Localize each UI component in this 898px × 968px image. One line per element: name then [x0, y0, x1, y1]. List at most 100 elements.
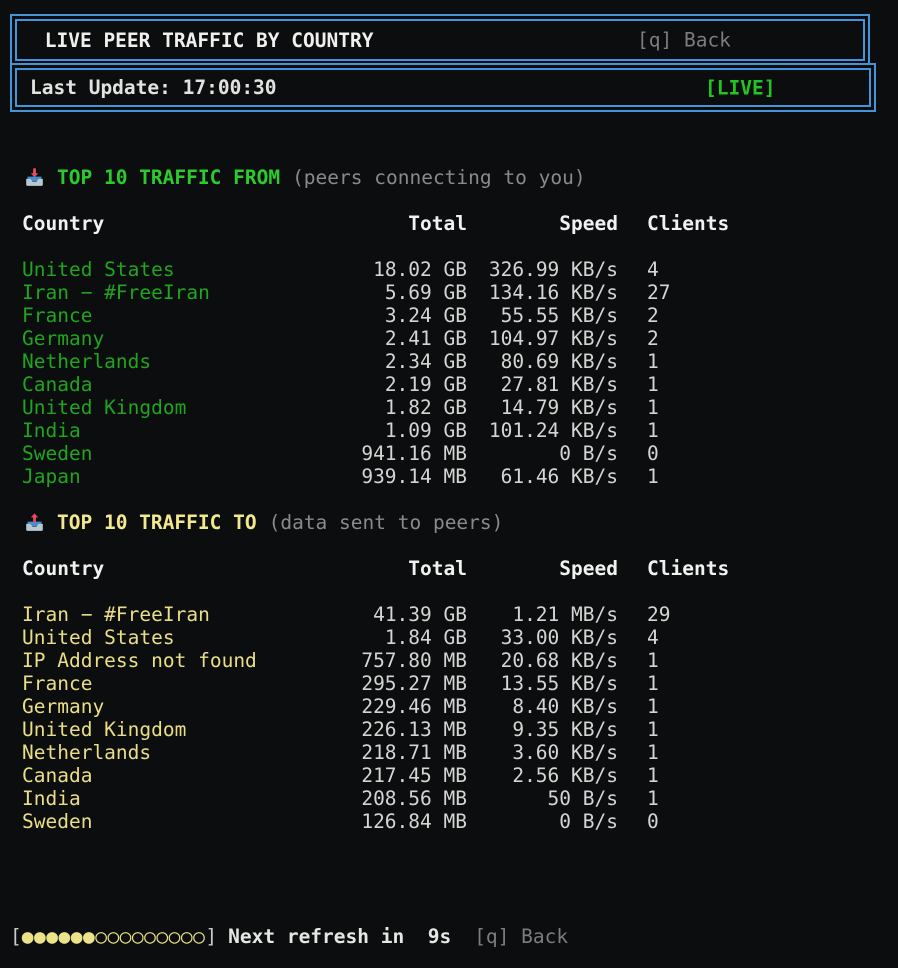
row-total: 295.27 MB — [361, 672, 467, 695]
col-clients: Clients — [647, 557, 730, 580]
row-speed: 27.81 KB/s — [500, 373, 618, 396]
col-total: Total — [408, 557, 467, 580]
row-country: India — [22, 787, 81, 810]
row-clients: 0 — [647, 442, 659, 465]
row-speed: 13.55 KB/s — [500, 672, 618, 695]
inbox-tray-icon — [26, 168, 43, 186]
table-row: Netherlands 218.71 MB 3.60 KB/s 1 — [0, 741, 898, 764]
row-country: Netherlands — [22, 350, 152, 373]
row-total: 5.69 GB — [384, 281, 467, 304]
row-clients: 1 — [647, 741, 659, 764]
table-row: United Kingdom 1.82 GB 14.79 KB/s 1 — [0, 396, 898, 419]
row-total: 41.39 GB — [373, 603, 467, 626]
row-clients: 1 — [647, 787, 659, 810]
back-key-hint[interactable]: [q] Back — [474, 925, 569, 948]
back-key-hint[interactable]: [q] Back — [637, 28, 731, 52]
refresh-progress-filled: ●●●●●● — [21, 925, 96, 948]
outbox-tray-icon — [26, 513, 43, 531]
progress-bracket-open: [ — [10, 925, 22, 948]
row-total: 218.71 MB — [361, 741, 467, 764]
row-speed: 134.16 KB/s — [488, 281, 618, 304]
progress-bracket-close: ] — [205, 925, 218, 948]
row-speed: 55.55 KB/s — [500, 304, 618, 327]
row-country: IP Address not found — [22, 649, 257, 672]
row-clients: 4 — [647, 258, 659, 281]
row-total: 757.80 MB — [361, 649, 467, 672]
row-clients: 1 — [647, 764, 659, 787]
row-total: 2.19 GB — [384, 373, 467, 396]
traffic-to-column-header: Country Total Speed Clients — [0, 557, 898, 580]
traffic-from-column-header: Country Total Speed Clients — [0, 212, 898, 235]
table-row: Iran − #FreeIran 41.39 GB 1.21 MB/s 29 — [0, 603, 898, 626]
section-subtitle: (data sent to peers) — [268, 511, 504, 534]
next-refresh-countdown: Next refresh in 9s — [228, 925, 452, 948]
row-clients: 29 — [647, 603, 671, 626]
col-speed: Speed — [559, 212, 618, 235]
row-total: 3.24 GB — [384, 304, 467, 327]
row-country: Germany — [22, 327, 105, 350]
row-country: United States — [22, 258, 175, 281]
traffic-to-rows: Iran − #FreeIran 41.39 GB 1.21 MB/s 29 U… — [0, 603, 898, 833]
table-row: Canada 2.19 GB 27.81 KB/s 1 — [0, 373, 898, 396]
status-panel: Last Update: 17:00:30 [LIVE] — [10, 63, 876, 112]
col-country: Country — [22, 557, 105, 580]
row-country: Canada — [22, 764, 93, 787]
row-total: 1.82 GB — [384, 396, 467, 419]
table-row: Canada 217.45 MB 2.56 KB/s 1 — [0, 764, 898, 787]
row-speed: 0 B/s — [559, 810, 618, 833]
refresh-status-bar: [●●●●●● ○○○○○○○○○] Next refresh in 9s [q]… — [0, 925, 898, 948]
row-clients: 1 — [647, 373, 659, 396]
section-title: TOP 10 TRAFFIC TO — [57, 511, 257, 534]
row-total: 1.84 GB — [384, 626, 467, 649]
row-clients: 1 — [647, 419, 659, 442]
row-total: 18.02 GB — [373, 258, 467, 281]
table-row: Germany 229.46 MB 8.40 KB/s 1 — [0, 695, 898, 718]
traffic-from-rows: United States 18.02 GB 326.99 KB/s 4 Ira… — [0, 258, 898, 488]
row-clients: 1 — [647, 649, 659, 672]
table-row: United Kingdom 226.13 MB 9.35 KB/s 1 — [0, 718, 898, 741]
section-subtitle: (peers connecting to you) — [292, 166, 586, 189]
row-clients: 1 — [647, 695, 659, 718]
row-clients: 1 — [647, 465, 659, 488]
row-speed: 9.35 KB/s — [512, 718, 618, 741]
row-speed: 50 B/s — [547, 787, 618, 810]
row-country: United Kingdom — [22, 718, 187, 741]
row-country: Iran − #FreeIran — [22, 281, 210, 304]
row-country: Canada — [22, 373, 93, 396]
title-panel: LIVE PEER TRAFFIC BY COUNTRY [q] Back — [10, 14, 870, 66]
row-clients: 1 — [647, 672, 659, 695]
row-clients: 1 — [647, 396, 659, 419]
row-speed: 8.40 KB/s — [512, 695, 618, 718]
traffic-to-section: TOP 10 TRAFFIC TO (data sent to peers) C… — [0, 511, 898, 833]
row-speed: 104.97 KB/s — [488, 327, 618, 350]
row-total: 939.14 MB — [361, 465, 467, 488]
row-speed: 0 B/s — [559, 442, 618, 465]
live-status-badge: [LIVE] — [705, 76, 776, 99]
row-speed: 101.24 KB/s — [488, 419, 618, 442]
row-clients: 2 — [647, 327, 659, 350]
table-row: United States 18.02 GB 326.99 KB/s 4 — [0, 258, 898, 281]
row-total: 217.45 MB — [361, 764, 467, 787]
col-total: Total — [408, 212, 467, 235]
row-speed: 3.60 KB/s — [512, 741, 618, 764]
page-title: LIVE PEER TRAFFIC BY COUNTRY — [33, 28, 374, 52]
row-country: United States — [22, 626, 175, 649]
row-speed: 20.68 KB/s — [500, 649, 618, 672]
refresh-progress-empty: ○○○○○○○○○ — [95, 925, 206, 948]
row-total: 2.34 GB — [384, 350, 467, 373]
last-update-label: Last Update: 17:00:30 — [30, 76, 277, 99]
row-total: 2.41 GB — [384, 327, 467, 350]
row-speed: 1.21 MB/s — [512, 603, 618, 626]
table-row: IP Address not found 757.80 MB 20.68 KB/… — [0, 649, 898, 672]
row-clients: 1 — [647, 350, 659, 373]
col-speed: Speed — [559, 557, 618, 580]
row-clients: 1 — [647, 718, 659, 741]
table-row: Germany 2.41 GB 104.97 KB/s 2 — [0, 327, 898, 350]
row-country: Sweden — [22, 810, 93, 833]
row-country: Netherlands — [22, 741, 152, 764]
table-row: Japan 939.14 MB 61.46 KB/s 1 — [0, 465, 898, 488]
row-total: 208.56 MB — [361, 787, 467, 810]
table-row: Netherlands 2.34 GB 80.69 KB/s 1 — [0, 350, 898, 373]
row-country: Iran − #FreeIran — [22, 603, 210, 626]
row-clients: 2 — [647, 304, 659, 327]
